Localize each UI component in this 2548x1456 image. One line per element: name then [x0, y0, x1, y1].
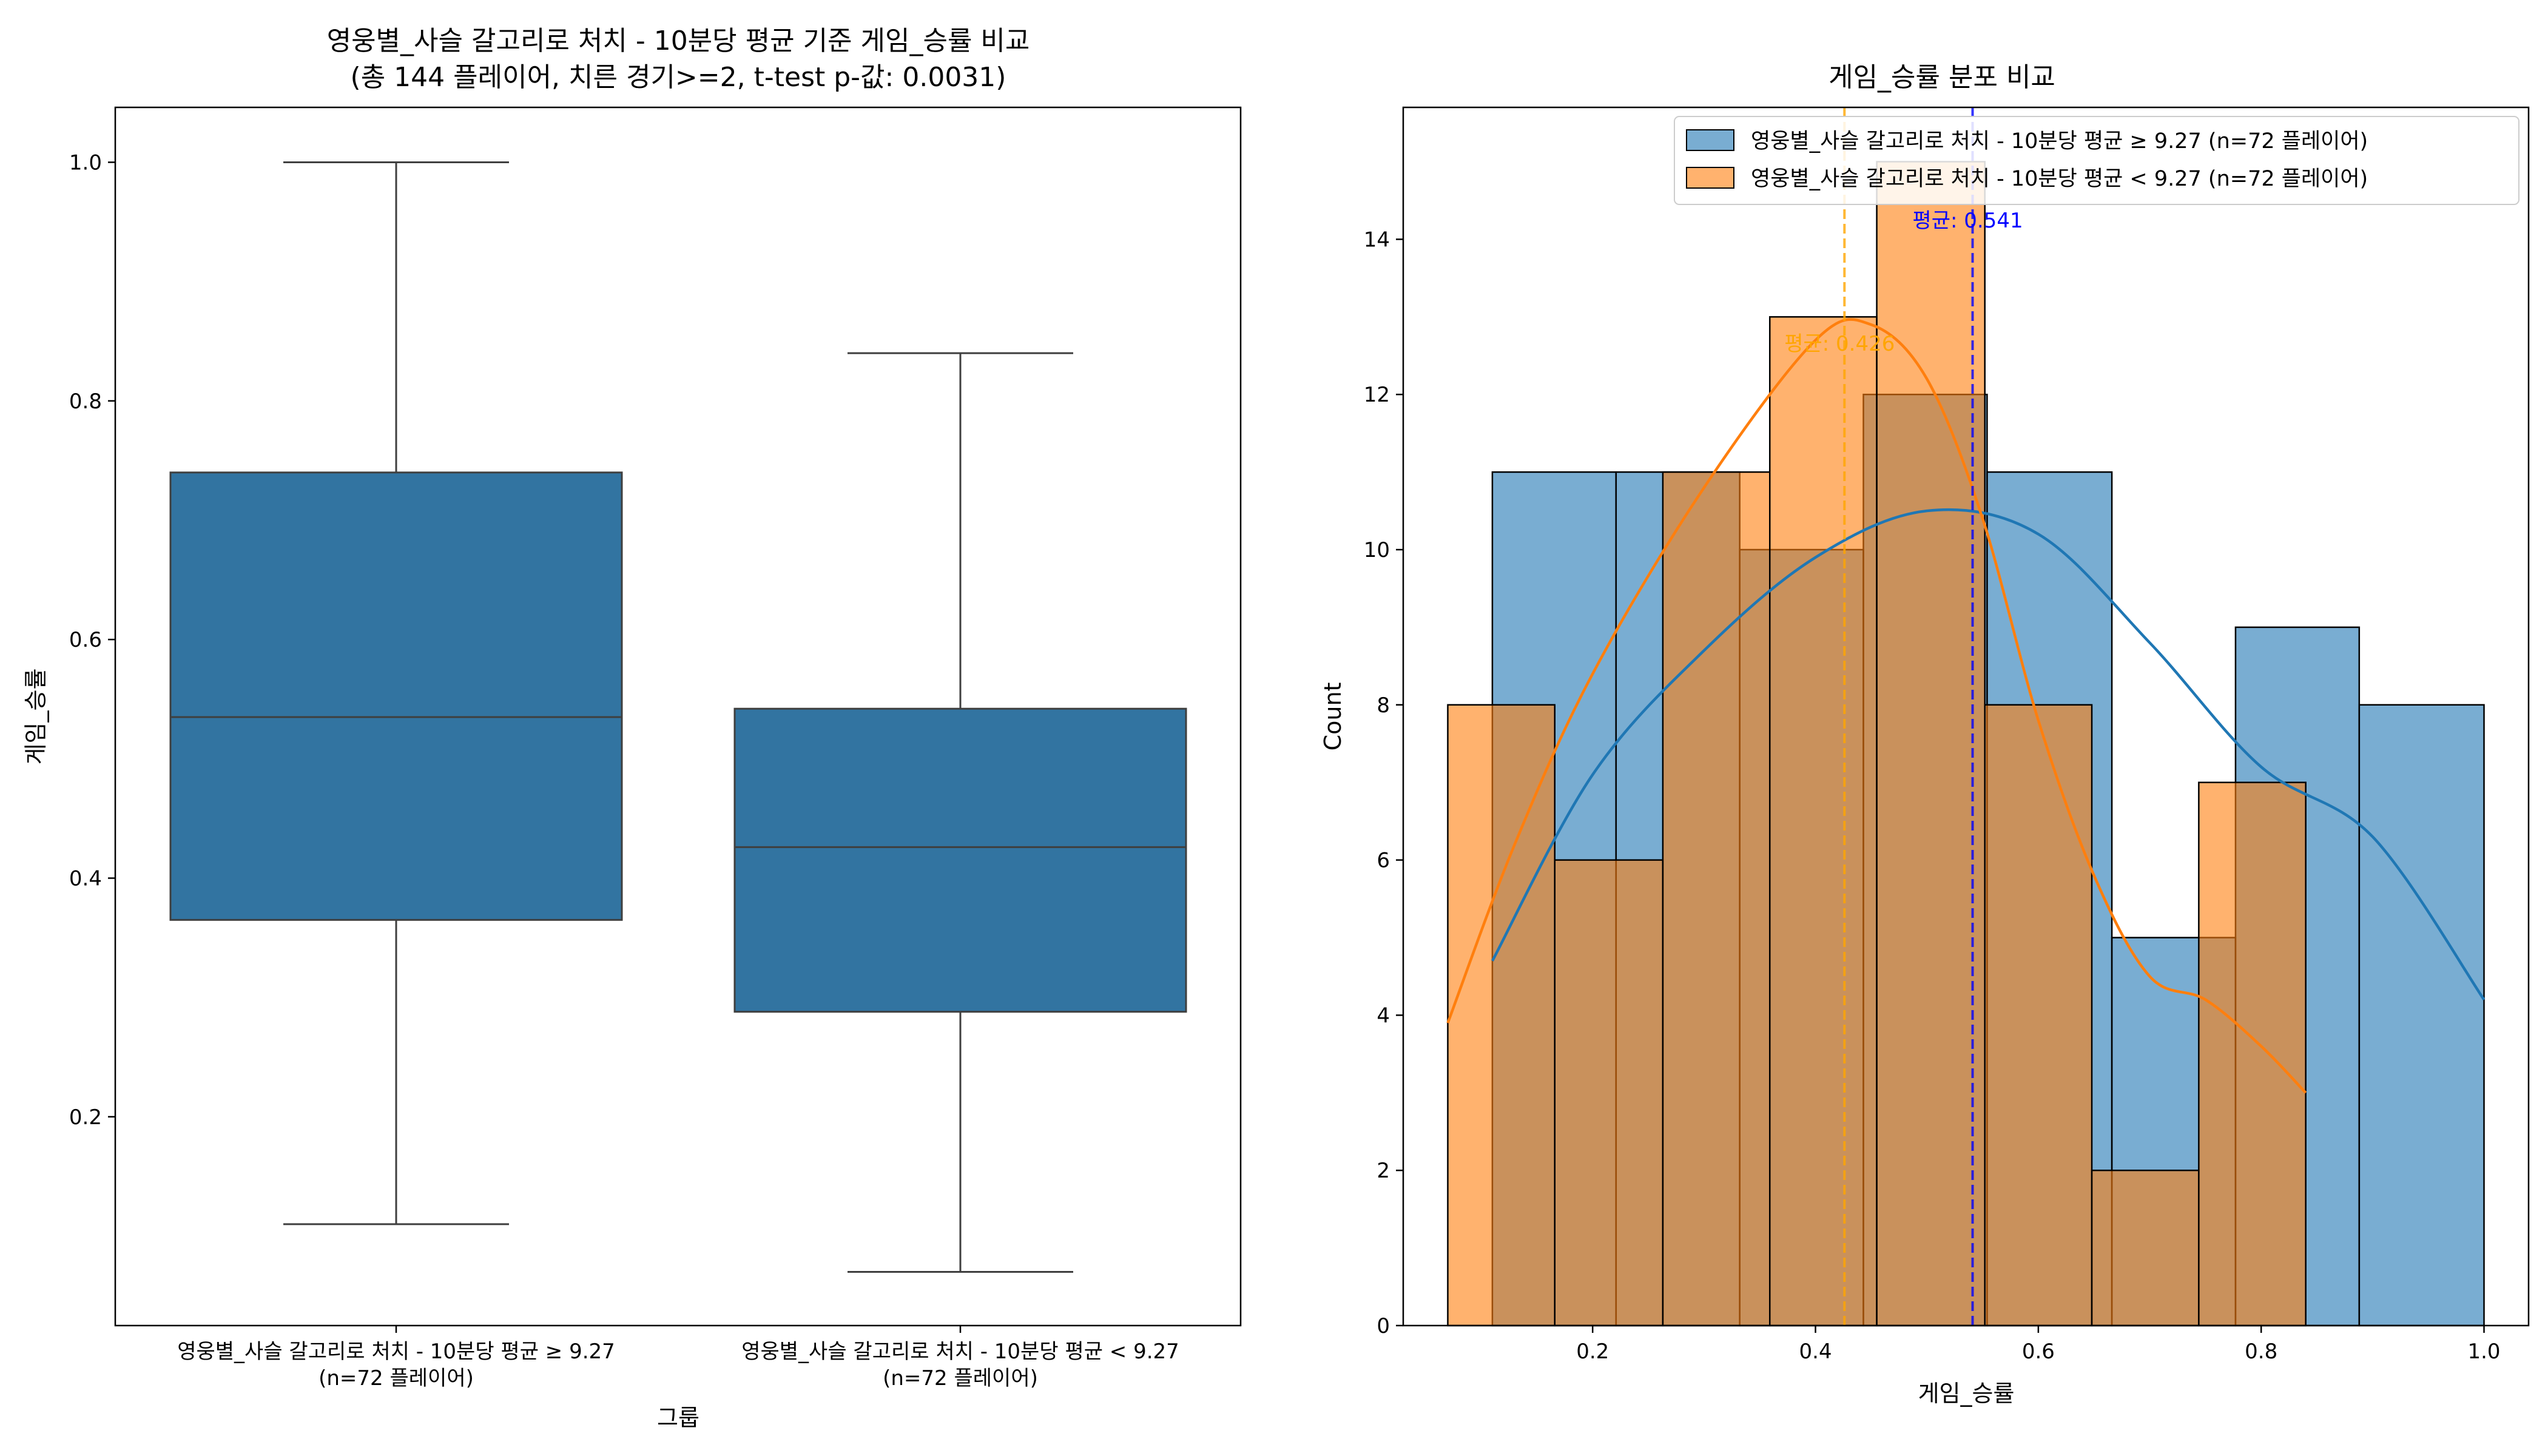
y-tick-label: 0.4 — [69, 866, 102, 891]
histogram-bar — [1876, 161, 1986, 1327]
box-marks — [169, 161, 1187, 1273]
x-tick-label: 0.2 — [1576, 1340, 1609, 1364]
box-plot-title: 영웅별_사슬 갈고리로 처치 - 10분당 평균 기준 게임_승률 비교 — [327, 25, 1030, 56]
legend-label-high: 영웅별_사슬 갈고리로 처치 - 10분당 평균 ≥ 9.27 (n=72 플레… — [1751, 129, 2368, 153]
y-tick-label: 8 — [1377, 693, 1390, 718]
iqr-box — [169, 471, 623, 921]
box-plot-ylabel: 게임_승률 — [22, 669, 49, 765]
histogram-title: 게임_승률 분포 비교 — [1828, 62, 2055, 93]
legend: 영웅별_사슬 갈고리로 처치 - 10분당 평균 ≥ 9.27 (n=72 플레… — [1674, 116, 2519, 205]
histogram-bar — [1984, 704, 2093, 1327]
histogram-bar — [2358, 704, 2485, 1327]
kde-curves — [1446, 318, 2486, 1094]
y-tick-label: 1.0 — [69, 150, 102, 175]
kde-curve-1 — [1446, 318, 2307, 1094]
box-1 — [733, 352, 1187, 1273]
legend-swatch-high — [1686, 129, 1734, 151]
y-tick-label: 12 — [1364, 383, 1390, 407]
x-tick-label: 영웅별_사슬 갈고리로 처치 - 10분당 평균 < 9.27 — [741, 1340, 1179, 1364]
x-tick-label: (n=72 플레이어) — [883, 1366, 1038, 1390]
histogram-bar — [1554, 859, 1664, 1327]
box-plot-panel: 영웅별_사슬 갈고리로 처치 - 10분당 평균 기준 게임_승률 비교 (총 … — [22, 25, 1242, 1431]
x-tick-label: 영웅별_사슬 갈고리로 처치 - 10분당 평균 ≥ 9.27 — [177, 1340, 615, 1364]
histogram-bar — [2198, 781, 2307, 1327]
histogram-frame — [1402, 106, 2530, 1327]
y-tick-label: 0 — [1377, 1314, 1390, 1338]
histogram-bar — [2091, 1169, 2200, 1327]
histogram-bar — [1447, 704, 1556, 1327]
y-tick-label: 0.8 — [69, 389, 102, 414]
histogram-panel: 게임_승률 분포 비교 평균: 0.541 평균: 0.426 0 2 4 6 8 10 12… — [1320, 62, 2530, 1407]
iqr-box — [733, 707, 1187, 1013]
box-plot-frame — [114, 106, 1242, 1327]
y-tick-label: 0.6 — [69, 628, 102, 652]
x-tick-label: 0.8 — [2245, 1340, 2277, 1364]
box-0 — [169, 161, 623, 1225]
box-plot-xlabel: 그룹 — [657, 1404, 699, 1431]
y-tick-label: 2 — [1377, 1159, 1390, 1183]
x-tick-label: 1.0 — [2467, 1340, 2500, 1364]
y-tick-label: 6 — [1377, 849, 1390, 873]
x-tick-label: (n=72 플레이어) — [318, 1366, 474, 1390]
y-tick-label: 0.2 — [69, 1105, 102, 1130]
x-tick-label: 0.6 — [2022, 1340, 2055, 1364]
y-tick-label: 10 — [1364, 538, 1390, 562]
histogram-bar — [1662, 471, 1771, 1327]
y-tick-label: 14 — [1364, 228, 1390, 252]
legend-swatch-low — [1686, 167, 1734, 189]
kde-curve-0 — [1491, 508, 2486, 1001]
histogram-ylabel: Count — [1320, 682, 1346, 751]
x-tick-label: 0.4 — [1799, 1340, 1832, 1364]
legend-frame — [1674, 116, 2519, 205]
y-tick-label: 4 — [1377, 1003, 1390, 1028]
legend-label-low: 영웅별_사슬 갈고리로 처치 - 10분당 평균 < 9.27 (n=72 플레… — [1751, 167, 2368, 191]
histogram-bar — [1769, 316, 1878, 1327]
box-plot-subtitle: (총 144 플레이어, 치른 경기>=2, t-test p-값: 0.003… — [351, 62, 1006, 93]
histogram-xlabel: 게임_승률 — [1918, 1380, 2015, 1407]
histogram-bars — [1447, 161, 2485, 1327]
mean-label-0: 평균: 0.541 — [1912, 209, 2023, 233]
mean-lines: 평균: 0.541 평균: 0.426 — [1784, 107, 2023, 1326]
mean-label-1: 평균: 0.426 — [1784, 332, 1895, 356]
